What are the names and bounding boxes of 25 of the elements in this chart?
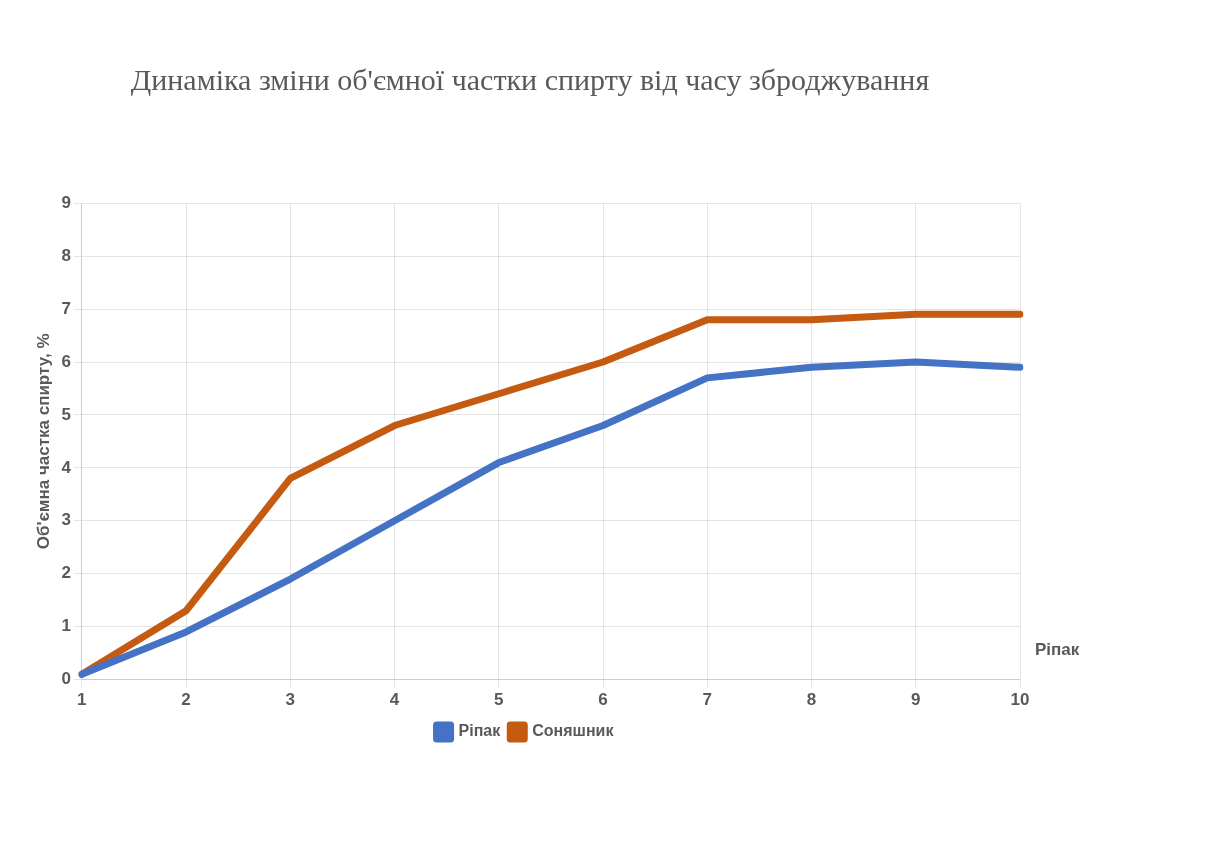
x-tick-label: 5 bbox=[494, 690, 504, 710]
text: Ріпак bbox=[1035, 640, 1080, 660]
legend-label: Соняшник bbox=[532, 722, 615, 740]
chart-title: Динаміка зміни об'ємної частки спирту від часу зброджування bbox=[130, 62, 930, 98]
y-tick-label: 1 bbox=[61, 616, 71, 636]
x-tick-label: 10 bbox=[1010, 690, 1030, 710]
y-tick-label: 4 bbox=[61, 457, 72, 477]
x-tick-label: 8 bbox=[806, 690, 817, 710]
y-tick-label: 6 bbox=[61, 351, 71, 371]
y-tick-label: 5 bbox=[61, 404, 71, 424]
y-tick-label: 3 bbox=[61, 510, 71, 530]
x-tick-label: 7 bbox=[702, 690, 713, 710]
y-tick-label: 0 bbox=[61, 669, 71, 689]
y-tick-label: 2 bbox=[61, 563, 71, 583]
x-tick-label: 4 bbox=[389, 690, 400, 710]
x-tick-label: 6 bbox=[598, 690, 608, 710]
y-tick-label: 7 bbox=[61, 298, 71, 318]
y-tick-label: 9 bbox=[61, 192, 71, 212]
legend-label: Ріпак bbox=[458, 722, 502, 740]
x-tick-label: 1 bbox=[77, 690, 87, 710]
y-tick-label: 8 bbox=[61, 245, 71, 265]
y-axis-title: Об'ємна частка спирту, % bbox=[33, 333, 53, 550]
x-tick-label: 3 bbox=[285, 690, 296, 710]
x-tick-label: 2 bbox=[181, 690, 191, 710]
x-tick-label: 9 bbox=[911, 690, 921, 710]
